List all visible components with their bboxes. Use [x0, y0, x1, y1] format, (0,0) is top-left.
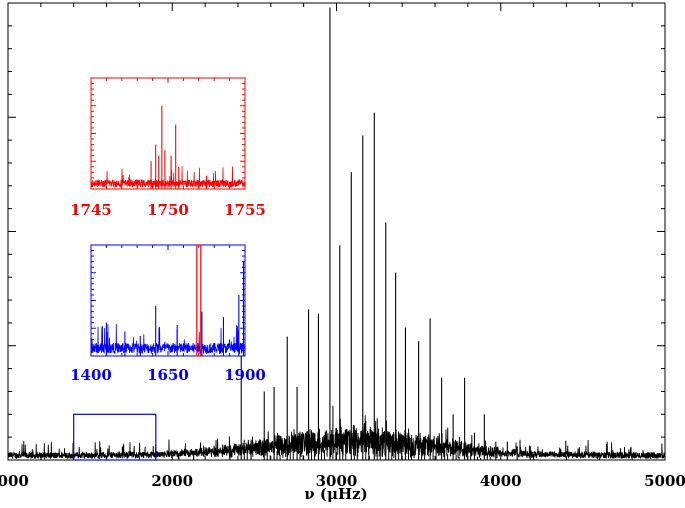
- blue-inset-x-tick-labels: 1400 1650 1900: [70, 366, 266, 384]
- x-tick-label: 3000: [316, 472, 358, 490]
- x-tick-label: 1750: [147, 201, 189, 219]
- main-plot-frame: [7, 2, 666, 461]
- x-tick-label: 4000: [480, 472, 522, 490]
- main-x-tick-labels: 1000 2000 3000 4000 5000: [0, 472, 685, 490]
- x-tick-label: 1900: [224, 366, 266, 384]
- main-spectrum-series: [7, 7, 666, 460]
- x-tick-label: 2000: [151, 472, 193, 490]
- main-axis-ticks: [7, 2, 666, 461]
- spectrum-noise-line: [7, 415, 666, 460]
- x-tick-label: 5000: [644, 472, 685, 490]
- blue-highlight-box: [73, 413, 157, 461]
- x-tick-label: 1745: [70, 201, 112, 219]
- x-tick-label: 1000: [0, 472, 29, 490]
- x-axis-title: ν (μHz): [304, 485, 368, 503]
- x-tick-label: 1400: [70, 366, 112, 384]
- red-highlight-marker: [196, 244, 202, 357]
- red-inset-x-tick-labels: 1745 1750 1755: [70, 201, 266, 219]
- x-tick-label: 1755: [224, 201, 266, 219]
- blue-inset-series: [90, 261, 246, 356]
- blue-inset-frame: [90, 244, 246, 357]
- red-inset-ticks: [90, 77, 246, 190]
- red-inset-frame: [90, 77, 246, 190]
- spectrum-noise-line: [90, 323, 246, 355]
- red-inset-series: [90, 105, 246, 189]
- x-tick-label: 1650: [147, 366, 189, 384]
- spectrum-noise-line: [90, 166, 246, 189]
